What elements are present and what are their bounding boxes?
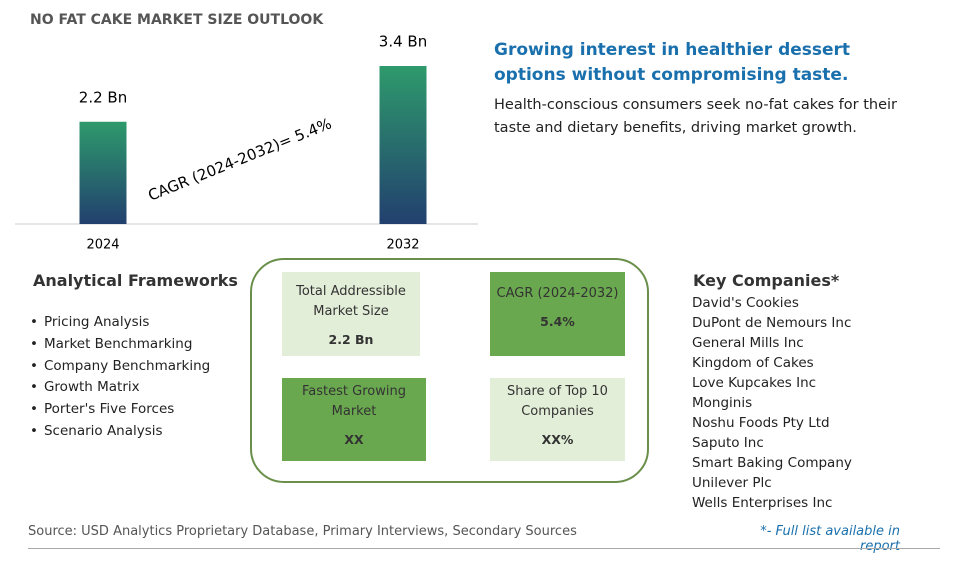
company-item: DuPont de Nemours Inc [692,315,852,331]
summary-frame [250,258,649,483]
summary-box: Fastest Growing Market XX [282,378,426,461]
x-tick-label: 2024 [86,238,119,253]
chart-title: NO FAT CAKE MARKET SIZE OUTLOOK [30,12,324,28]
companies-title: Key Companies* [693,271,840,290]
company-item: Monginis [692,395,753,411]
summary-label: Fastest Growing Market [302,384,406,419]
summary-value: 2.2 Bn [328,332,374,347]
source: Source: USD Analytics Proprietary Databa… [28,524,577,539]
summary-value: 5.4% [540,314,575,329]
summary-box: CAGR (2024-2032) 5.4% [490,272,625,356]
framework-item: Pricing Analysis [30,312,210,334]
note: *- Full list available in report [760,524,900,554]
summary-box: Total Addressible Market Size 2.2 Bn [282,272,420,356]
company-item: Wells Enterprises Inc [692,495,833,511]
summary-value: XX% [541,432,574,447]
framework-item: Growth Matrix [30,377,210,399]
summary-label: CAGR (2024-2032) [496,286,619,301]
summary-label: Total Addressible Market Size [296,284,406,319]
x-tick-label: 2032 [386,238,419,253]
value-label: 3.4 Bn [379,33,427,51]
company-item: Kingdom of Cakes [692,355,814,371]
summary-value: XX [344,432,364,447]
framework-item: Scenario Analysis [30,421,210,443]
framework-item: Market Benchmarking [30,334,210,356]
bar [379,66,427,224]
company-item: Love Kupcakes Inc [692,375,817,391]
framework-item: Porter's Five Forces [30,399,210,421]
headline: Growing interest in healthier dessert op… [494,40,851,85]
annotation: CAGR (2024-2032)= 5.4% [145,114,334,204]
description: Health-conscious consumers seek no-fat c… [494,97,898,136]
company-item: Noshu Foods Pty Ltd [692,415,830,431]
company-item: Unilever Plc [692,475,772,491]
bar [79,121,127,224]
companies-list: David's Cookies DuPont de Nemours Inc Gene… [692,293,852,513]
company-item: David's Cookies [692,295,799,311]
frameworks-list: Pricing AnalysisMarket BenchmarkingCompa… [30,312,210,443]
summary-box: Share of Top 10 Companies XX% [490,378,625,461]
rule [28,548,940,549]
summary-label: Share of Top 10 Companies [507,384,608,419]
value-label: 2.2 Bn [79,88,127,106]
frameworks-title: Analytical Frameworks [33,271,238,290]
company-item: Smart Baking Company [692,455,852,471]
company-item: General Mills Inc [692,335,804,351]
company-item: Saputo Inc [692,435,764,451]
framework-item: Company Benchmarking [30,356,210,378]
